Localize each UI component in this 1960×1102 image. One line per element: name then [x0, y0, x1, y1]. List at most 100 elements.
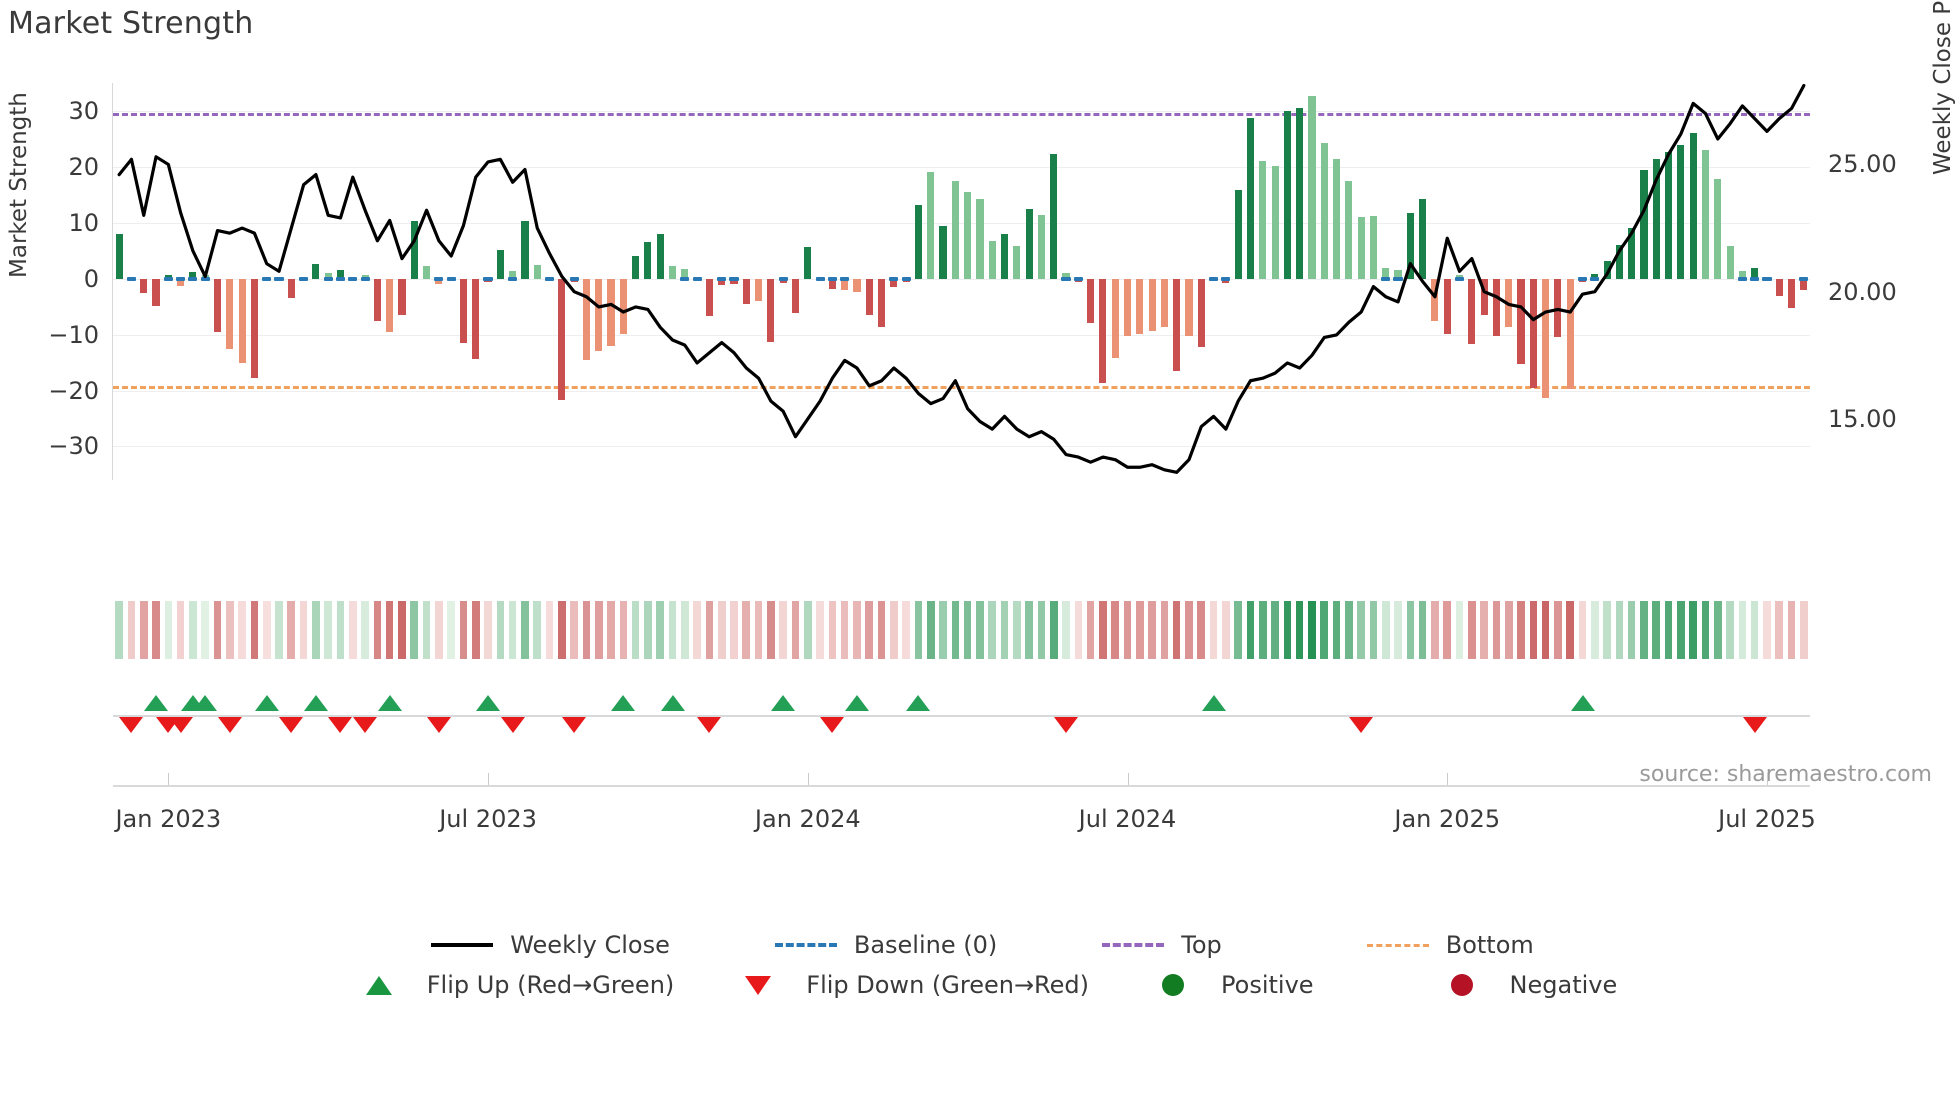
legend-label: Weekly Close	[510, 931, 670, 959]
strength-bar	[619, 278, 627, 335]
heat-cell	[1185, 601, 1193, 659]
strength-bar	[1025, 209, 1033, 279]
heat-cell	[803, 601, 812, 659]
dotted-orange-line-icon	[1362, 943, 1434, 947]
heat-cell	[1566, 601, 1574, 659]
strength-bar	[140, 278, 148, 294]
flip-down-marker	[168, 717, 193, 733]
flip-down-marker	[820, 717, 845, 733]
baseline-segment	[508, 276, 518, 281]
red-triangle-down-icon	[722, 975, 794, 995]
heat-cell	[1590, 601, 1599, 659]
heat-cell	[189, 601, 197, 659]
strength-bar	[1431, 278, 1439, 321]
heat-cell	[656, 601, 665, 659]
strength-bar	[1419, 198, 1427, 279]
strength-bar	[226, 278, 234, 349]
strength-bar	[287, 278, 295, 298]
legend-item-bottom[interactable]: Bottom	[1362, 925, 1534, 965]
flip-down-marker	[500, 717, 525, 733]
baseline-segment	[729, 276, 739, 281]
baseline-segment	[348, 276, 358, 281]
baseline-segment	[1221, 276, 1231, 281]
solid-black-line-glyph	[431, 943, 494, 947]
heat-cell	[1800, 601, 1808, 659]
strength-bar	[1037, 214, 1045, 279]
legend-item-top[interactable]: Top	[1097, 925, 1222, 965]
heat-cell	[1603, 601, 1611, 659]
heat-cell	[1775, 601, 1784, 659]
strength-bar	[779, 278, 787, 284]
strength-bar	[521, 220, 529, 279]
strength-bar	[791, 278, 800, 314]
strength-bar	[558, 278, 566, 401]
heat-cell	[1640, 601, 1648, 659]
strength-heat-strip	[113, 601, 1810, 659]
dotted-purple-line-icon	[1097, 943, 1169, 947]
y-axis-left-tick: 0	[83, 264, 99, 293]
legend-label: Top	[1181, 931, 1222, 959]
strength-bar	[1517, 278, 1525, 365]
strength-bar	[927, 172, 935, 279]
baseline-segment	[1737, 276, 1747, 281]
heat-cell	[1111, 601, 1119, 659]
strength-bar	[767, 278, 775, 342]
legend-item-flip-down[interactable]: Flip Down (Green→Red)	[722, 965, 1089, 1005]
heat-cell	[1677, 601, 1685, 659]
heat-cell	[1713, 601, 1722, 659]
baseline-segment	[1762, 276, 1772, 281]
legend-item-negative[interactable]: Negative	[1426, 965, 1617, 1005]
heat-cell	[1406, 601, 1415, 659]
strength-bar	[1665, 152, 1673, 279]
flip-up-marker	[476, 695, 501, 711]
strength-bar	[1640, 169, 1648, 279]
heat-cell	[570, 601, 578, 659]
legend-item-weekly-close[interactable]: Weekly Close	[426, 925, 670, 965]
strength-bar	[976, 198, 984, 279]
y-axis-right-tick: 15.00	[1828, 404, 1897, 433]
heat-cell	[1627, 601, 1636, 659]
heat-cell	[1369, 601, 1378, 659]
y-axis-right-tick: 25.00	[1828, 150, 1897, 179]
flip-up-marker	[660, 695, 685, 711]
bottom-reference-line	[113, 386, 1810, 390]
heat-cell	[545, 601, 554, 659]
heat-cell	[410, 601, 419, 659]
flip-down-marker	[426, 717, 451, 733]
heat-cell	[115, 601, 123, 659]
legend-label: Positive	[1221, 971, 1314, 999]
gridline	[113, 278, 1810, 280]
flip-down-marker	[217, 717, 242, 733]
heat-cell	[988, 601, 997, 659]
strength-bar	[1197, 278, 1205, 347]
strength-bar	[1123, 278, 1132, 336]
strength-bar	[213, 278, 222, 332]
strength-bar	[1160, 278, 1168, 327]
strength-bar	[1173, 278, 1181, 371]
legend-item-baseline[interactable]: Baseline (0)	[770, 925, 997, 965]
heat-cell	[1234, 601, 1242, 659]
x-axis-rule	[113, 785, 1810, 787]
strength-bar	[1099, 278, 1107, 384]
flip-down-marker	[697, 717, 722, 733]
heat-cell	[1394, 601, 1402, 659]
heat-cell	[287, 601, 296, 659]
legend-item-flip-up[interactable]: Flip Up (Red→Green)	[343, 965, 674, 1005]
baseline-segment	[1799, 276, 1809, 281]
strength-bar	[1677, 144, 1685, 279]
green-dot-glyph	[1162, 974, 1185, 996]
baseline-segment	[446, 276, 456, 281]
legend-item-positive[interactable]: Positive	[1137, 965, 1314, 1005]
heat-cell	[902, 601, 910, 659]
heat-cell	[865, 601, 874, 659]
strength-bar	[1738, 270, 1746, 279]
heat-cell	[1062, 601, 1070, 659]
strength-bar	[1492, 278, 1500, 336]
strength-bar	[115, 233, 123, 279]
gridline	[113, 446, 1810, 448]
main-plot-area	[112, 83, 1810, 480]
strength-bars	[113, 83, 1810, 480]
dashed-blue-line-glyph	[774, 943, 837, 947]
strength-bar	[582, 278, 590, 360]
heat-cell	[1787, 601, 1796, 659]
